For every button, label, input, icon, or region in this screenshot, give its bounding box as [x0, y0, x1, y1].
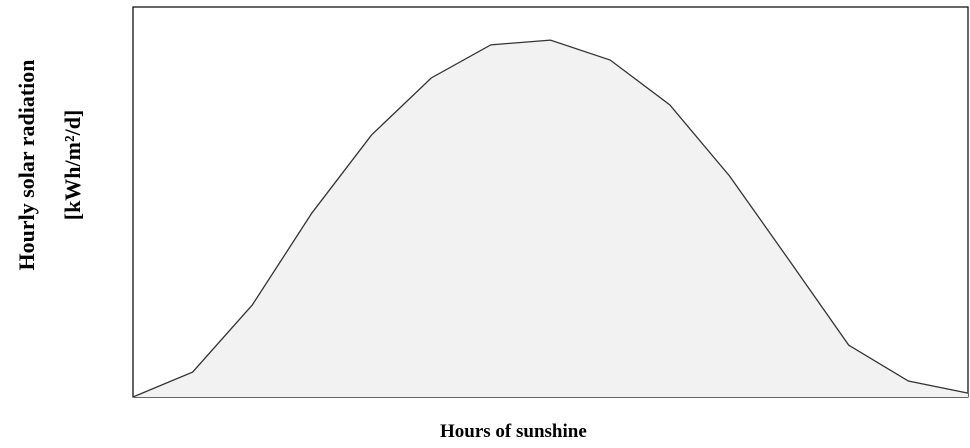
- x-axis-label: Hours of sunshine: [440, 421, 587, 442]
- y-axis-label: Hourly solar radiation: [14, 59, 39, 270]
- line: [132, 39, 969, 398]
- area: [133, 40, 968, 398]
- y-axis-label: [kWh/m²/d]: [60, 110, 85, 221]
